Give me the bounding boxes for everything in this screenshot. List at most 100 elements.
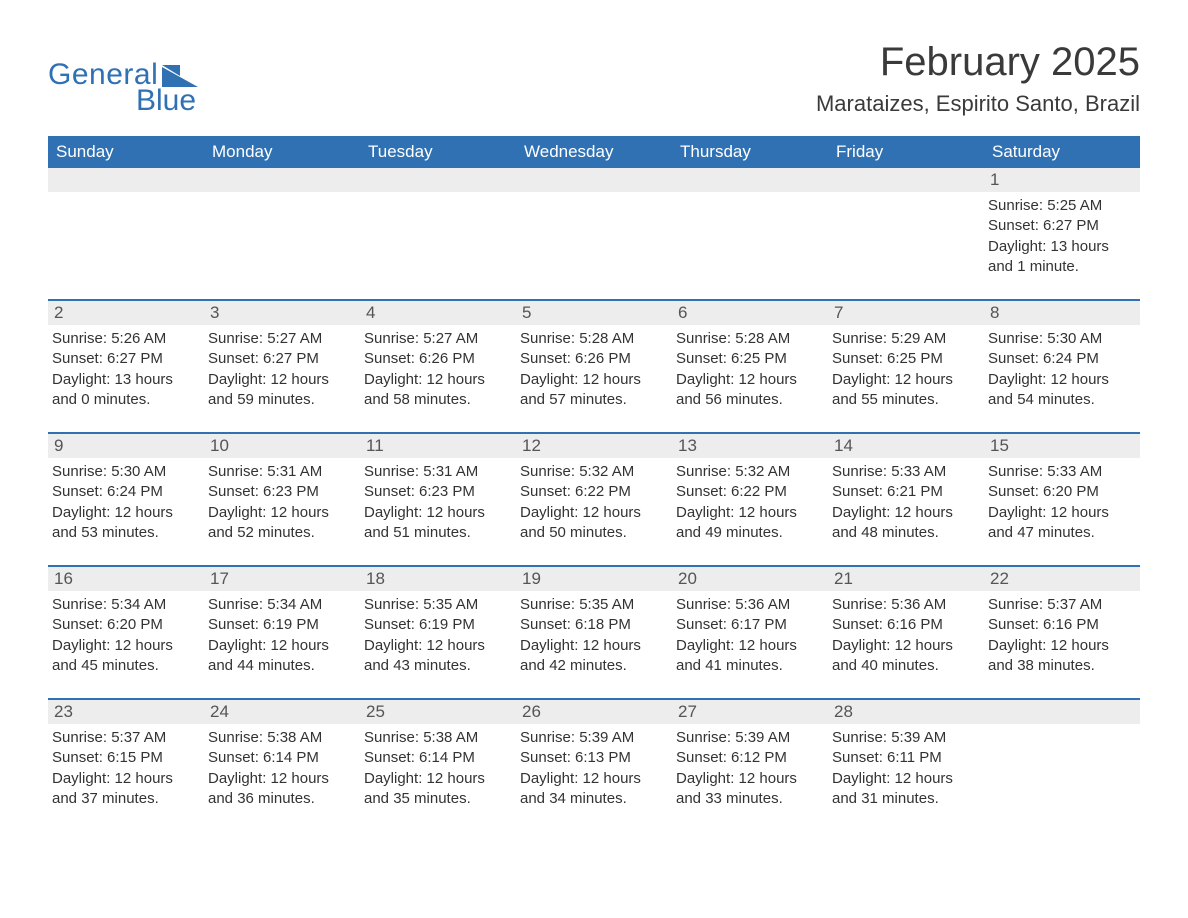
- weekday-header: Saturday: [984, 136, 1140, 168]
- day-body: Sunrise: 5:33 AMSunset: 6:20 PMDaylight:…: [984, 458, 1140, 547]
- daylight-text: Daylight: 12 hours: [988, 503, 1138, 523]
- day-body: [828, 192, 984, 200]
- day-body: [516, 192, 672, 200]
- day-number: 14: [828, 434, 984, 458]
- sunset-text: Sunset: 6:16 PM: [988, 615, 1138, 635]
- day-number: 2: [48, 301, 204, 325]
- weekday-header: Thursday: [672, 136, 828, 168]
- sunrise-text: Sunrise: 5:33 AM: [832, 462, 982, 482]
- day-body: [360, 192, 516, 200]
- daylight-text: Daylight: 12 hours: [52, 769, 202, 789]
- daylight-text: Daylight: 12 hours: [520, 370, 670, 390]
- daylight-text: and 49 minutes.: [676, 523, 826, 543]
- sunrise-text: Sunrise: 5:39 AM: [832, 728, 982, 748]
- sunset-text: Sunset: 6:22 PM: [676, 482, 826, 502]
- daylight-text: Daylight: 12 hours: [364, 636, 514, 656]
- calendar-day: 4Sunrise: 5:27 AMSunset: 6:26 PMDaylight…: [360, 301, 516, 414]
- sunset-text: Sunset: 6:16 PM: [832, 615, 982, 635]
- daylight-text: Daylight: 12 hours: [208, 370, 358, 390]
- day-body: Sunrise: 5:30 AMSunset: 6:24 PMDaylight:…: [984, 325, 1140, 414]
- day-body: Sunrise: 5:38 AMSunset: 6:14 PMDaylight:…: [360, 724, 516, 813]
- daylight-text: Daylight: 12 hours: [832, 370, 982, 390]
- sunset-text: Sunset: 6:18 PM: [520, 615, 670, 635]
- daylight-text: Daylight: 12 hours: [676, 503, 826, 523]
- sunset-text: Sunset: 6:22 PM: [520, 482, 670, 502]
- daylight-text: Daylight: 12 hours: [676, 370, 826, 390]
- day-number: 16: [48, 567, 204, 591]
- day-body: Sunrise: 5:35 AMSunset: 6:18 PMDaylight:…: [516, 591, 672, 680]
- daylight-text: Daylight: 12 hours: [364, 769, 514, 789]
- day-number: 28: [828, 700, 984, 724]
- daylight-text: Daylight: 12 hours: [520, 636, 670, 656]
- daylight-text: and 51 minutes.: [364, 523, 514, 543]
- day-number: 13: [672, 434, 828, 458]
- daylight-text: and 38 minutes.: [988, 656, 1138, 676]
- day-body: [48, 192, 204, 200]
- calendar-day: 21 Sunrise: 5:36 AMSunset: 6:16 PMDayligh…: [828, 567, 984, 680]
- day-number: 3: [204, 301, 360, 325]
- sunset-text: Sunset: 6:25 PM: [676, 349, 826, 369]
- sunset-text: Sunset: 6:27 PM: [208, 349, 358, 369]
- calendar-day: 17Sunrise: 5:34 AMSunset: 6:19 PMDayligh…: [204, 567, 360, 680]
- daylight-text: and 31 minutes.: [832, 789, 982, 809]
- daylight-text: Daylight: 12 hours: [988, 636, 1138, 656]
- day-number: [984, 700, 1140, 724]
- day-number: 22: [984, 567, 1140, 591]
- sunrise-text: Sunrise: 5:26 AM: [52, 329, 202, 349]
- calendar-day: 10Sunrise: 5:31 AMSunset: 6:23 PMDayligh…: [204, 434, 360, 547]
- day-number: 11: [360, 434, 516, 458]
- daylight-text: and 52 minutes.: [208, 523, 358, 543]
- sunset-text: Sunset: 6:24 PM: [52, 482, 202, 502]
- calendar-day: [672, 168, 828, 281]
- sunset-text: Sunset: 6:12 PM: [676, 748, 826, 768]
- daylight-text: Daylight: 12 hours: [364, 370, 514, 390]
- daylight-text: Daylight: 12 hours: [832, 769, 982, 789]
- calendar-week: 16Sunrise: 5:34 AMSunset: 6:20 PMDayligh…: [48, 565, 1140, 680]
- calendar-day: 23Sunrise: 5:37 AMSunset: 6:15 PMDayligh…: [48, 700, 204, 813]
- logo: General Blue: [48, 58, 198, 118]
- day-body: Sunrise: 5:28 AMSunset: 6:26 PMDaylight:…: [516, 325, 672, 414]
- sunrise-text: Sunrise: 5:34 AM: [208, 595, 358, 615]
- daylight-text: and 44 minutes.: [208, 656, 358, 676]
- daylight-text: and 36 minutes.: [208, 789, 358, 809]
- sunrise-text: Sunrise: 5:36 AM: [832, 595, 982, 615]
- day-body: Sunrise: 5:36 AMSunset: 6:17 PMDaylight:…: [672, 591, 828, 680]
- day-number: [672, 168, 828, 192]
- day-number: 20: [672, 567, 828, 591]
- daylight-text: and 59 minutes.: [208, 390, 358, 410]
- sunset-text: Sunset: 6:20 PM: [988, 482, 1138, 502]
- sunset-text: Sunset: 6:21 PM: [832, 482, 982, 502]
- sunset-text: Sunset: 6:27 PM: [52, 349, 202, 369]
- daylight-text: Daylight: 12 hours: [832, 636, 982, 656]
- sunset-text: Sunset: 6:14 PM: [208, 748, 358, 768]
- calendar-week: 1Sunrise: 5:25 AMSunset: 6:27 PMDaylight…: [48, 168, 1140, 281]
- sunset-text: Sunset: 6:24 PM: [988, 349, 1138, 369]
- calendar-day: 9Sunrise: 5:30 AMSunset: 6:24 PMDaylight…: [48, 434, 204, 547]
- calendar-day: 1Sunrise: 5:25 AMSunset: 6:27 PMDaylight…: [984, 168, 1140, 281]
- title-block: February 2025 Marataizes, Espirito Santo…: [816, 40, 1140, 117]
- calendar-day: [204, 168, 360, 281]
- day-number: 21: [828, 567, 984, 591]
- day-number: [360, 168, 516, 192]
- day-number: 17: [204, 567, 360, 591]
- daylight-text: and 45 minutes.: [52, 656, 202, 676]
- day-number: 1: [984, 168, 1140, 192]
- daylight-text: Daylight: 12 hours: [364, 503, 514, 523]
- sunrise-text: Sunrise: 5:28 AM: [520, 329, 670, 349]
- sunrise-text: Sunrise: 5:37 AM: [52, 728, 202, 748]
- calendar-day: 28Sunrise: 5:39 AMSunset: 6:11 PMDayligh…: [828, 700, 984, 813]
- day-body: [672, 192, 828, 200]
- sunset-text: Sunset: 6:20 PM: [52, 615, 202, 635]
- day-body: Sunrise: 5:33 AMSunset: 6:21 PMDaylight:…: [828, 458, 984, 547]
- daylight-text: Daylight: 12 hours: [676, 769, 826, 789]
- day-number: [828, 168, 984, 192]
- sunrise-text: Sunrise: 5:27 AM: [364, 329, 514, 349]
- day-body: Sunrise: 5:27 AMSunset: 6:27 PMDaylight:…: [204, 325, 360, 414]
- daylight-text: and 56 minutes.: [676, 390, 826, 410]
- sunrise-text: Sunrise: 5:31 AM: [364, 462, 514, 482]
- daylight-text: Daylight: 13 hours: [988, 237, 1138, 257]
- day-number: 26: [516, 700, 672, 724]
- calendar-day: 22Sunrise: 5:37 AMSunset: 6:16 PMDayligh…: [984, 567, 1140, 680]
- day-body: Sunrise: 5:31 AMSunset: 6:23 PMDaylight:…: [204, 458, 360, 547]
- daylight-text: Daylight: 12 hours: [52, 636, 202, 656]
